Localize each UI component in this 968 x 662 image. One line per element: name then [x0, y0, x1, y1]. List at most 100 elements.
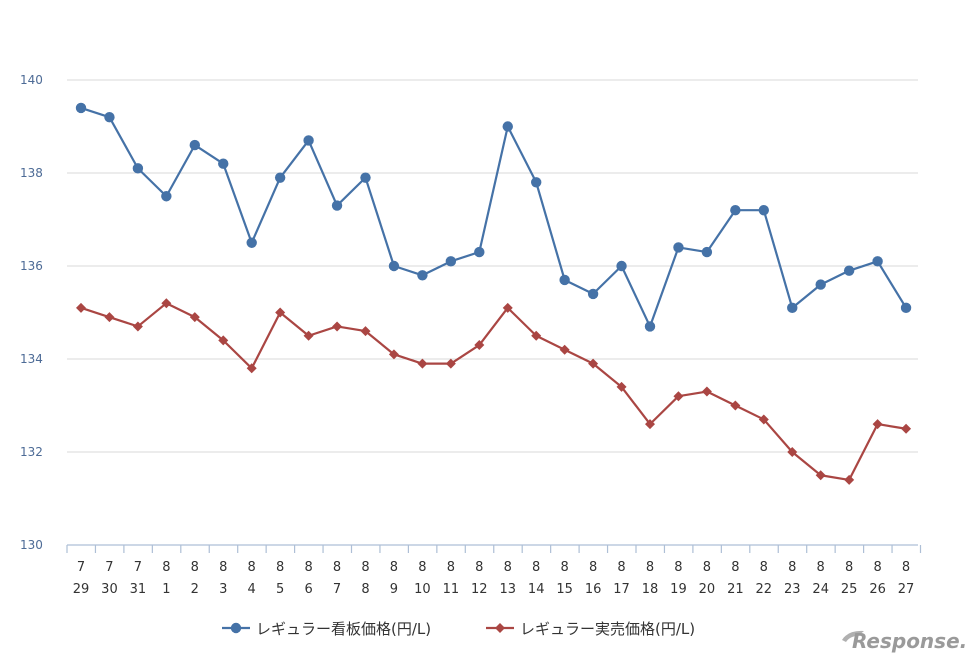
- response-logo: Response.: [842, 629, 967, 653]
- x-tick-label-day: 8: [361, 582, 369, 597]
- data-point: [815, 470, 826, 481]
- legend-label: レギュラー実売価格(円/L): [520, 620, 695, 638]
- data-point: [588, 358, 599, 369]
- x-tick-label-day: 7: [333, 582, 341, 597]
- x-tick-label-day: 6: [304, 582, 312, 597]
- data-point: [331, 200, 343, 211]
- data-point: [616, 381, 627, 392]
- x-tick-label-day: 27: [898, 582, 915, 597]
- series-2: [76, 298, 912, 485]
- legend-item-2: レギュラー実売価格(円/L): [486, 620, 695, 638]
- x-tick-label-day: 23: [784, 582, 801, 597]
- series-1: [75, 102, 912, 332]
- data-point: [161, 191, 172, 202]
- data-point: [843, 265, 855, 276]
- data-point: [132, 163, 144, 174]
- x-tick-label-day: 30: [101, 582, 118, 597]
- y-tick-label: 138: [20, 166, 43, 180]
- data-point: [815, 279, 826, 290]
- series-line: [80, 302, 907, 481]
- x-tick-label-month: 7: [105, 560, 113, 575]
- data-point: [161, 298, 172, 309]
- data-point: [303, 135, 314, 146]
- data-point: [673, 242, 684, 253]
- data-point: [844, 474, 855, 485]
- x-tick-label-month: 8: [902, 560, 910, 575]
- data-point: [474, 340, 485, 351]
- data-point: [730, 400, 741, 411]
- series: [75, 102, 912, 485]
- x-tick-label-month: 8: [731, 560, 739, 575]
- x-tick-label-month: 8: [561, 560, 569, 575]
- x-tick-label-month: 8: [248, 560, 256, 575]
- x-tick-label-day: 17: [613, 582, 630, 597]
- data-point: [104, 312, 115, 323]
- x-tick-label-day: 5: [276, 582, 284, 597]
- data-point: [730, 205, 741, 216]
- x-axis: [66, 544, 922, 553]
- x-tick-label-month: 8: [788, 560, 796, 575]
- logo-swoosh-icon: [842, 630, 864, 642]
- data-point: [616, 260, 627, 272]
- x-tick-label-day: 25: [841, 582, 858, 597]
- x-tick-label-month: 8: [873, 560, 881, 575]
- x-tick-label-day: 21: [727, 582, 744, 597]
- x-tick-label-day: 31: [130, 582, 147, 597]
- x-axis-tick-labels: 7297307318182838485868788898108118128138…: [73, 560, 915, 597]
- series-line: [80, 106, 907, 328]
- x-tick-label-day: 10: [414, 582, 431, 597]
- x-tick-label-month: 8: [760, 560, 768, 575]
- data-point: [587, 288, 599, 300]
- data-point: [900, 302, 912, 314]
- x-tick-label-month: 8: [617, 560, 625, 575]
- x-tick-label-day: 2: [191, 582, 199, 597]
- data-point: [274, 172, 286, 183]
- y-tick-label: 136: [20, 259, 43, 273]
- x-tick-label-month: 8: [304, 560, 312, 575]
- data-point: [360, 172, 371, 183]
- data-point: [787, 302, 798, 314]
- data-point: [758, 205, 769, 216]
- data-point: [246, 237, 257, 248]
- data-point: [872, 256, 883, 267]
- x-tick-label-month: 8: [333, 560, 341, 575]
- x-tick-label-day: 1: [162, 582, 170, 597]
- data-point: [474, 246, 485, 258]
- data-point: [417, 270, 428, 281]
- x-tick-label-month: 8: [589, 560, 597, 575]
- data-point: [787, 447, 798, 457]
- y-tick-label: 134: [20, 352, 43, 366]
- data-point: [189, 312, 200, 323]
- y-tick-label: 140: [20, 73, 43, 87]
- data-point: [531, 330, 542, 341]
- legend-marker: [495, 623, 505, 633]
- x-tick-label-day: 20: [699, 582, 716, 597]
- x-tick-label-day: 19: [670, 582, 687, 597]
- y-axis-tick-labels: 130 132 134 136 138 140: [20, 73, 43, 552]
- x-tick-label-day: 29: [73, 582, 90, 597]
- x-tick-label-day: 24: [812, 582, 829, 597]
- data-point: [673, 391, 684, 402]
- x-tick-label-month: 8: [475, 560, 483, 575]
- data-point: [132, 321, 143, 332]
- data-point: [901, 423, 912, 434]
- data-point: [502, 302, 513, 313]
- x-tick-label-day: 11: [443, 582, 460, 597]
- x-tick-label-month: 8: [845, 560, 853, 575]
- x-tick-label-day: 26: [869, 582, 886, 597]
- x-tick-label-month: 8: [674, 560, 682, 575]
- x-tick-label-month: 8: [817, 560, 825, 575]
- x-tick-label-month: 8: [504, 560, 512, 575]
- data-point: [417, 358, 428, 369]
- x-tick-label-day: 16: [585, 582, 602, 597]
- y-tick-label: 130: [20, 538, 43, 552]
- y-tick-label: 132: [20, 445, 43, 459]
- data-point: [275, 307, 286, 318]
- legend-label: レギュラー看板価格(円/L): [256, 620, 431, 638]
- data-point: [218, 335, 229, 346]
- watermark-text: Response.: [852, 629, 967, 653]
- x-tick-label-day: 4: [248, 582, 256, 597]
- legend: レギュラー看板価格(円/L) レギュラー実売価格(円/L): [222, 620, 695, 638]
- data-point: [76, 302, 86, 313]
- x-tick-label-month: 8: [219, 560, 227, 575]
